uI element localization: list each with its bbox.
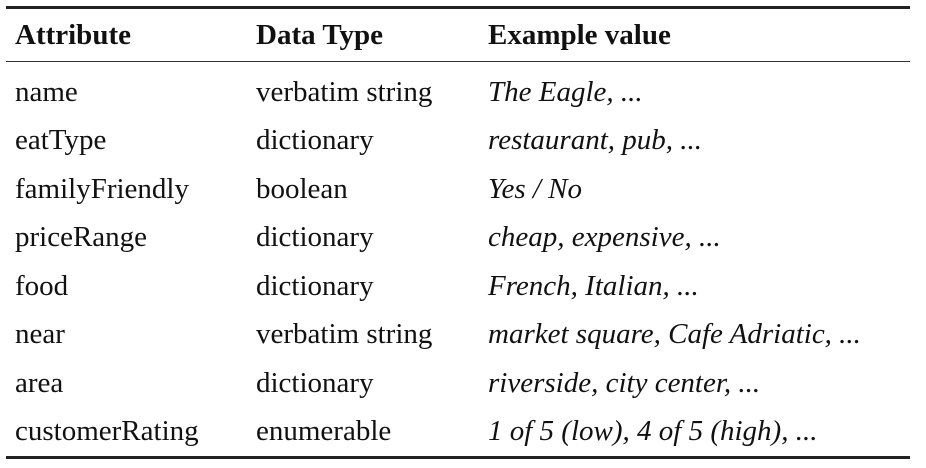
- cell-data-type: dictionary: [256, 124, 374, 157]
- cell-example: Yes / No: [488, 172, 583, 205]
- cell-example: riverside, city center, ...: [488, 366, 761, 399]
- cell-data-type: enumerable: [256, 415, 392, 448]
- cell-data-type: boolean: [256, 172, 348, 205]
- table-row: familyFriendly boolean Yes / No: [6, 165, 910, 214]
- cell-data-type: verbatim string: [256, 318, 433, 351]
- table-row: customerRating enumerable 1 of 5 (low), …: [6, 408, 910, 457]
- cell-attribute: area: [15, 366, 64, 399]
- cell-example: The Eagle, ...: [488, 75, 643, 108]
- cell-attribute: near: [15, 318, 65, 351]
- cell-attribute: food: [15, 269, 69, 302]
- table-row: eatType dictionary restaurant, pub, ...: [6, 117, 910, 166]
- cell-attribute: customerRating: [15, 415, 199, 448]
- cell-data-type: dictionary: [256, 366, 374, 399]
- cell-example: cheap, expensive, ...: [488, 221, 721, 254]
- cell-attribute: familyFriendly: [15, 172, 189, 205]
- header-data-type: Data Type: [256, 18, 384, 51]
- table-top-rule: [6, 6, 910, 9]
- cell-attribute: eatType: [15, 124, 107, 157]
- table-header-row: Attribute Data Type Example value: [6, 9, 910, 61]
- cell-attribute: name: [15, 75, 78, 108]
- table-row: name verbatim string The Eagle, ...: [6, 62, 910, 117]
- attribute-table: Attribute Data Type Example value name v…: [6, 6, 910, 459]
- cell-example: restaurant, pub, ...: [488, 124, 703, 157]
- cell-data-type: dictionary: [256, 221, 374, 254]
- table-header-rule: [6, 61, 910, 62]
- cell-example: 1 of 5 (low), 4 of 5 (high), ...: [488, 415, 818, 448]
- table-bottom-rule: [6, 456, 910, 459]
- table-row: priceRange dictionary cheap, expensive, …: [6, 214, 910, 263]
- header-attribute: Attribute: [15, 18, 131, 51]
- cell-attribute: priceRange: [15, 221, 148, 254]
- cell-data-type: dictionary: [256, 269, 374, 302]
- table-row: area dictionary riverside, city center, …: [6, 359, 910, 408]
- cell-example: market square, Cafe Adriatic, ...: [488, 318, 861, 351]
- table-row: near verbatim string market square, Cafe…: [6, 311, 910, 360]
- cell-data-type: verbatim string: [256, 75, 433, 108]
- table-row: food dictionary French, Italian, ...: [6, 262, 910, 311]
- header-example-value: Example value: [488, 18, 671, 51]
- cell-example: French, Italian, ...: [488, 269, 699, 302]
